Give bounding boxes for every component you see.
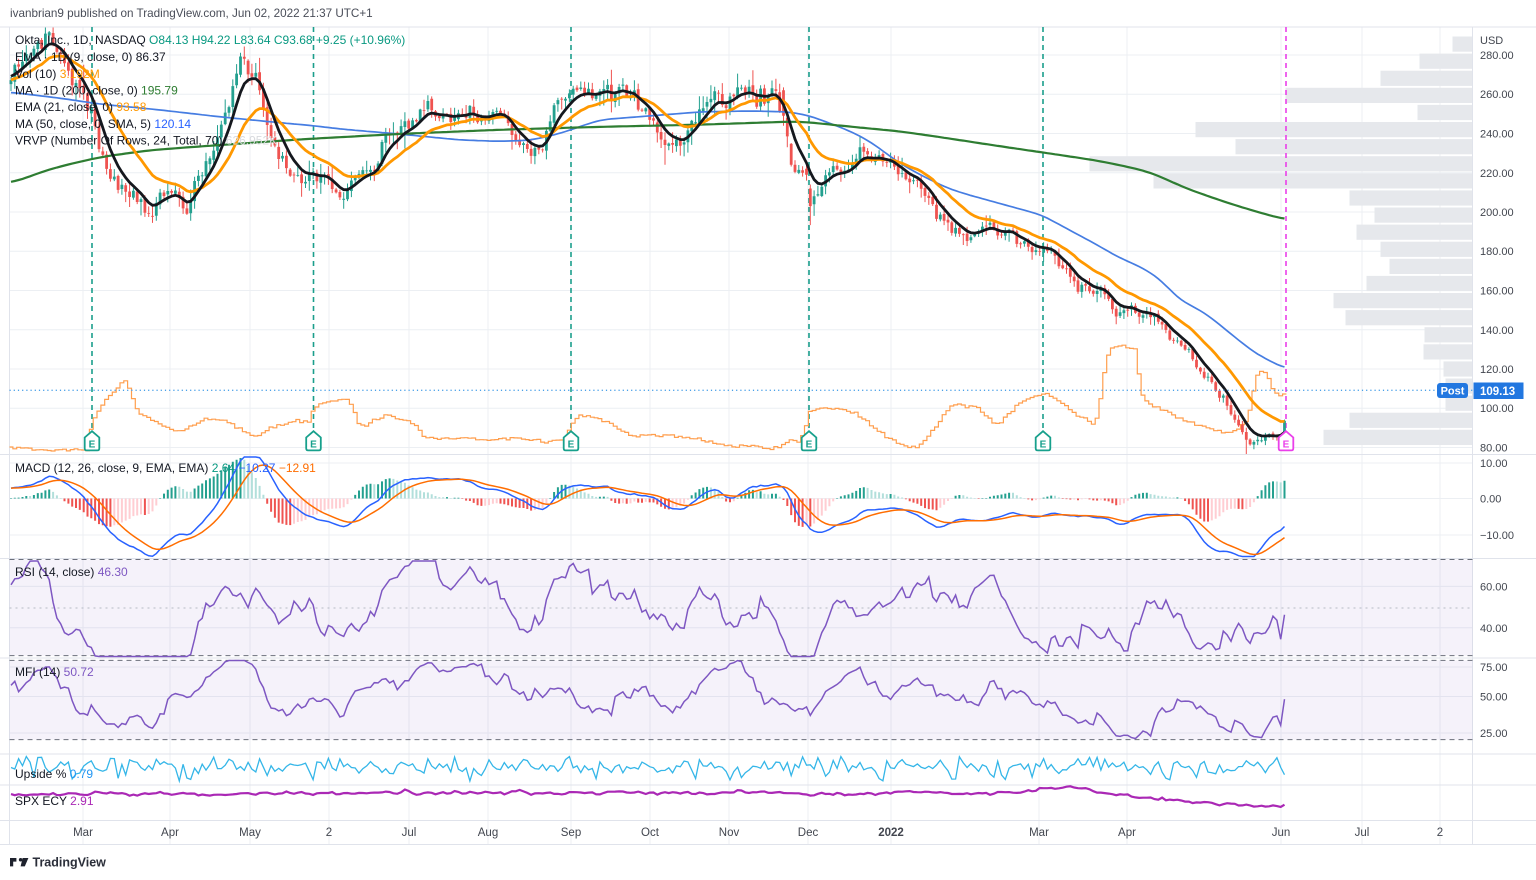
svg-text:MFI (14) 50.72: MFI (14) 50.72	[15, 665, 94, 679]
svg-text:MACD (12, 26, close, 9, EMA, E: MACD (12, 26, close, 9, EMA, EMA) 2.64 −…	[15, 461, 316, 475]
svg-text:EMA (21, close, 0) 93.58: EMA (21, close, 0) 93.58	[15, 100, 147, 114]
svg-text:E: E	[1283, 440, 1290, 451]
svg-text:E: E	[310, 440, 317, 451]
svg-text:E: E	[89, 440, 96, 451]
svg-text:Oct: Oct	[641, 827, 660, 839]
svg-text:220.00: 220.00	[1480, 168, 1514, 180]
svg-text:TradingView: TradingView	[33, 856, 107, 870]
svg-text:Jul: Jul	[402, 827, 417, 839]
svg-text:E: E	[1040, 440, 1047, 451]
svg-text:2022: 2022	[878, 827, 904, 839]
svg-text:May: May	[239, 827, 261, 839]
svg-text:Aug: Aug	[478, 827, 498, 839]
svg-text:140.00: 140.00	[1480, 325, 1514, 337]
svg-text:ivanbrian9 published on Tradin: ivanbrian9 published on TradingView.com,…	[10, 7, 373, 20]
svg-text:200.00: 200.00	[1480, 207, 1514, 219]
svg-text:40.00: 40.00	[1480, 623, 1508, 635]
svg-text:0.00: 0.00	[1480, 494, 1501, 506]
svg-text:2: 2	[1437, 827, 1443, 839]
svg-text:Mar: Mar	[73, 827, 93, 839]
svg-text:180.00: 180.00	[1480, 246, 1514, 258]
svg-text:260.00: 260.00	[1480, 89, 1514, 101]
svg-text:2: 2	[326, 827, 332, 839]
svg-text:80.00: 80.00	[1480, 443, 1508, 455]
svg-text:25.00: 25.00	[1480, 728, 1508, 740]
svg-text:E: E	[806, 440, 813, 451]
svg-text:USD: USD	[1480, 35, 1503, 47]
svg-text:Vol (10) 3.192M: Vol (10) 3.192M	[15, 67, 100, 81]
svg-text:E: E	[568, 440, 575, 451]
svg-text:EMA · 1D (9, close, 0) 86.37: EMA · 1D (9, close, 0) 86.37	[15, 50, 166, 64]
svg-text:Apr: Apr	[161, 827, 179, 839]
svg-text:75.00: 75.00	[1480, 662, 1508, 674]
svg-text:100.00: 100.00	[1480, 403, 1514, 415]
svg-text:Post: Post	[1441, 386, 1465, 398]
svg-text:SPX ECY 2.91: SPX ECY 2.91	[15, 794, 94, 808]
svg-text:120.00: 120.00	[1480, 364, 1514, 376]
svg-text:280.00: 280.00	[1480, 50, 1514, 62]
svg-text:Upside % 0.79: Upside % 0.79	[15, 767, 93, 781]
svg-text:Nov: Nov	[719, 827, 740, 839]
svg-text:Mar: Mar	[1029, 827, 1049, 839]
svg-text:−10.00: −10.00	[1480, 530, 1514, 542]
svg-text:Jul: Jul	[1355, 827, 1370, 839]
svg-text:60.00: 60.00	[1480, 581, 1508, 593]
svg-text:10.00: 10.00	[1480, 458, 1508, 470]
svg-text:160.00: 160.00	[1480, 286, 1514, 298]
svg-text:109.13: 109.13	[1480, 386, 1515, 398]
svg-text:Apr: Apr	[1118, 827, 1136, 839]
svg-text:240.00: 240.00	[1480, 129, 1514, 141]
svg-text:MA (50, close, 0, SMA, 5) 120: MA (50, close, 0, SMA, 5) 120.14	[15, 117, 191, 131]
svg-text:Jun: Jun	[1272, 827, 1291, 839]
svg-text:50.00: 50.00	[1480, 692, 1508, 704]
svg-text:MA · 1D (200, close, 0) 195.7: MA · 1D (200, close, 0) 195.79	[15, 84, 178, 98]
svg-text:Sep: Sep	[561, 827, 581, 839]
svg-text:Dec: Dec	[798, 827, 819, 839]
svg-text:VRVP (Number Of Rows, 24, Tota: VRVP (Number Of Rows, 24, Total, 70) 626…	[15, 134, 277, 148]
svg-text:RSI (14, close) 46.30: RSI (14, close) 46.30	[15, 565, 128, 579]
svg-text:Okta, Inc., 1D, NASDAQ O84.13: Okta, Inc., 1D, NASDAQ O84.13 H94.22 L83…	[15, 33, 405, 47]
